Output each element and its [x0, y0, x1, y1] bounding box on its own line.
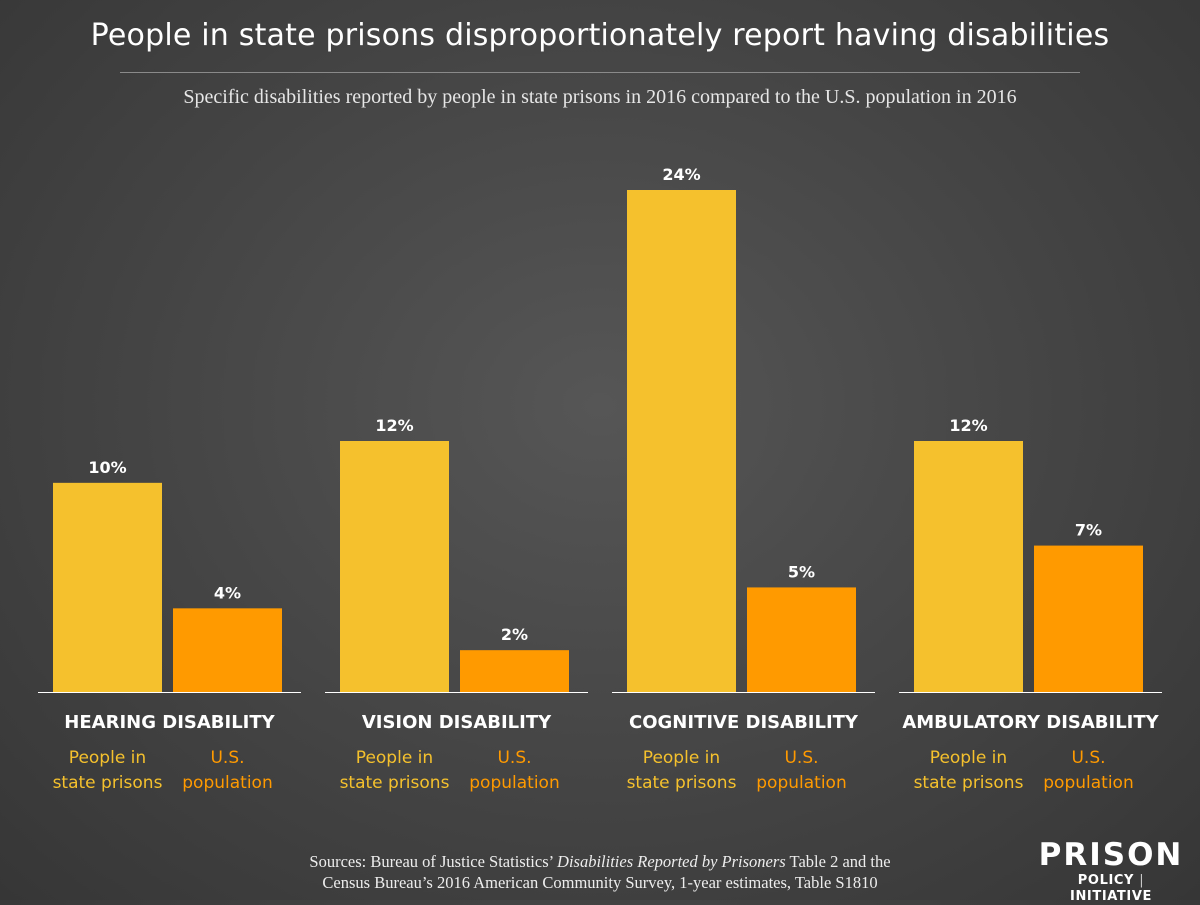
logo-word-policy: POLICY — [1077, 873, 1135, 888]
value-label-hearing-us: 4% — [214, 583, 241, 602]
bar-cognitive-prison — [627, 190, 736, 692]
bar-cognitive-us — [747, 587, 856, 692]
sources-line2: Census Bureau’s 2016 American Community … — [322, 873, 878, 892]
logo-subline: POLICY | INITIATIVE — [1036, 873, 1186, 905]
logo-word-prison: PRISON — [1038, 837, 1184, 873]
series-label-cognitive-us-line1: U.S. — [784, 748, 818, 768]
series-label-ambulatory-us-line2: population — [1043, 773, 1133, 793]
bar-hearing-us — [173, 608, 282, 692]
prison-policy-initiative-logo: PRISON POLICY | INITIATIVE — [1036, 837, 1186, 905]
value-label-ambulatory-us: 7% — [1075, 521, 1102, 540]
series-label-hearing-us-line2: population — [182, 773, 272, 793]
series-label-cognitive-prison-line1: People in — [643, 748, 720, 768]
series-label-hearing-prison-line2: state prisons — [53, 773, 163, 793]
series-label-cognitive-prison-line2: state prisons — [627, 773, 737, 793]
logo-word-initiative: INITIATIVE — [1070, 889, 1152, 904]
series-label-vision-prison-line1: People in — [356, 748, 433, 768]
bar-vision-prison — [340, 441, 449, 692]
series-label-hearing-prison-line1: People in — [69, 748, 146, 768]
value-label-vision-us: 2% — [501, 625, 528, 644]
bar-vision-us — [460, 650, 569, 692]
sources-line1-prefix: Sources: Bureau of Justice Statistics’ — [309, 852, 558, 871]
value-label-hearing-prison: 10% — [88, 458, 126, 477]
bar-ambulatory-prison — [914, 441, 1023, 692]
value-label-ambulatory-prison: 12% — [949, 416, 987, 435]
sources-note: Sources: Bureau of Justice Statistics’ D… — [200, 851, 1000, 893]
bar-hearing-prison — [53, 482, 162, 692]
title-divider — [120, 72, 1080, 73]
category-label-cognitive: COGNITIVE DISABILITY — [629, 712, 859, 733]
series-label-vision-us-line2: population — [469, 773, 559, 793]
series-label-ambulatory-us-line1: U.S. — [1071, 748, 1105, 768]
chart-title: People in state prisons disproportionate… — [90, 18, 1110, 53]
value-label-cognitive-us: 5% — [788, 562, 815, 581]
bar-chart: 10% People in state prisons 4% U.S. populatio… — [52, 165, 1159, 793]
series-label-ambulatory-prison-line2: state prisons — [914, 773, 1024, 793]
value-label-cognitive-prison: 24% — [662, 165, 700, 184]
series-label-ambulatory-prison-line1: People in — [930, 748, 1007, 768]
value-label-vision-prison: 12% — [375, 416, 413, 435]
series-label-cognitive-us-line2: population — [756, 773, 846, 793]
logo-separator: | — [1139, 873, 1145, 888]
series-label-vision-us-line1: U.S. — [497, 748, 531, 768]
bar-ambulatory-us — [1034, 545, 1143, 692]
chart-subtitle: Specific disabilities reported by people… — [183, 86, 1017, 108]
category-label-hearing: HEARING DISABILITY — [64, 712, 275, 733]
sources-line1-suffix: Table 2 and the — [785, 852, 891, 871]
category-label-ambulatory: AMBULATORY DISABILITY — [902, 712, 1159, 733]
category-label-vision: VISION DISABILITY — [362, 712, 552, 733]
series-label-vision-prison-line2: state prisons — [340, 773, 450, 793]
sources-report-title: Disabilities Reported by Prisoners — [557, 852, 786, 871]
series-label-hearing-us-line1: U.S. — [210, 748, 244, 768]
